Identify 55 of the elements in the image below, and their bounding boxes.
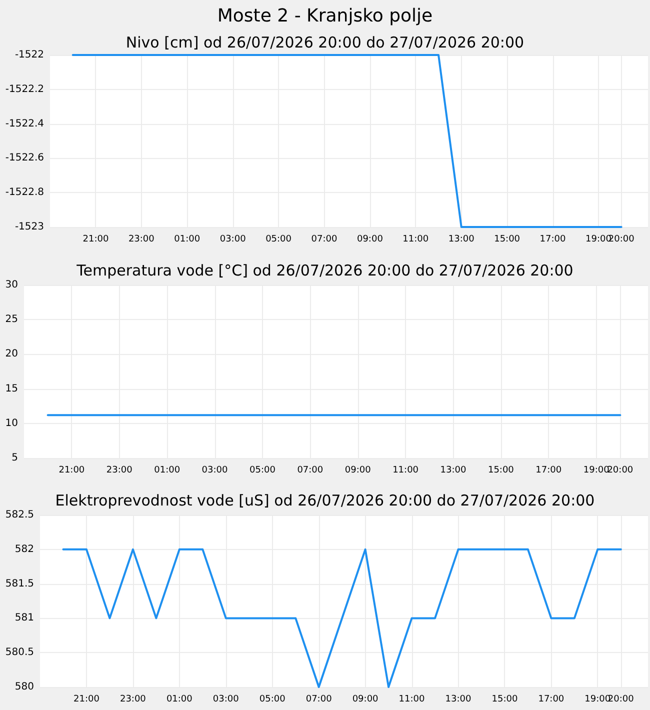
chart-title: Elektroprevodnost vode [uS] od 26/07/2026 20:00 do 27/07/2026 20:00 [55,492,595,510]
x-tick-label: 11:00 [402,234,429,244]
y-tick-label: 10 [5,418,18,429]
x-tick-label: 15:00 [494,234,520,244]
x-tick-label: 09:00 [356,234,384,244]
x-tick-label: 09:00 [352,694,379,704]
y-tick-label: 20 [5,348,18,360]
x-tick-label: 23:00 [120,694,146,704]
y-tick-label: -1523 [14,222,44,232]
x-tick-label: 21:00 [74,694,100,704]
x-tick-label: 03:00 [202,466,228,476]
x-tick-label: 01:00 [174,234,200,244]
y-tick-label: 30 [5,280,18,290]
x-tick-label: 05:00 [259,694,286,704]
y-tick-label: 580.5 [5,647,34,658]
y-tick-label: 15 [5,383,18,394]
x-tick-label: 01:00 [154,466,180,476]
x-tick-label: 17:00 [538,694,564,704]
y-tick-label: 582 [14,544,34,555]
x-tick-label: 13:00 [448,234,475,244]
y-tick-label: 5 [12,452,18,464]
x-tick-label: 09:00 [344,466,372,476]
chart-title: Temperatura vode [°C] od 26/07/2026 20:00 do 27/07/2026 20:00 [76,262,574,280]
x-tick-label: 07:00 [306,694,332,704]
x-tick-label: 11:00 [398,694,426,704]
x-tick-label: 03:00 [212,694,240,704]
y-tick-label: 581 [14,612,34,624]
x-tick-label: 07:00 [297,466,324,476]
x-tick-label: 05:00 [266,234,292,244]
x-tick-label: 07:00 [311,234,338,244]
y-tick-label: 581.5 [5,578,34,590]
x-tick-label: 17:00 [536,466,562,476]
chart-subtitle: Nivo [cm] od 26/07/2026 20:00 do 27/07/2026 20:00 [126,34,524,52]
y-tick-label: -1522.2 [5,84,44,95]
y-tick-label: 582.5 [5,510,34,520]
x-tick-label: 17:00 [540,234,566,244]
x-tick-label: 15:00 [488,466,514,476]
chart-title: Moste 2 - Kranjsko polje [217,6,433,26]
x-tick-label: 21:00 [82,234,109,244]
y-tick-label: -1522.4 [5,118,44,130]
y-tick-label: -1522 [14,50,44,60]
x-tick-label: 03:00 [220,234,246,244]
x-tick-label: 01:00 [166,694,193,704]
y-tick-label: -1522.8 [5,187,44,198]
x-tick-label: 23:00 [128,234,155,244]
x-tick-label: 15:00 [492,694,518,704]
x-tick-label: 13:00 [440,466,466,476]
y-tick-label: 580 [14,682,34,692]
x-tick-label: 21:00 [58,466,85,476]
y-tick-label: -1522.6 [5,152,44,164]
x-tick-label: 11:00 [392,466,419,476]
x-tick-label: 23:00 [106,466,133,476]
x-tick-label: 05:00 [250,466,276,476]
x-tick-label: 13:00 [445,694,472,704]
y-tick-label: 25 [5,314,18,326]
